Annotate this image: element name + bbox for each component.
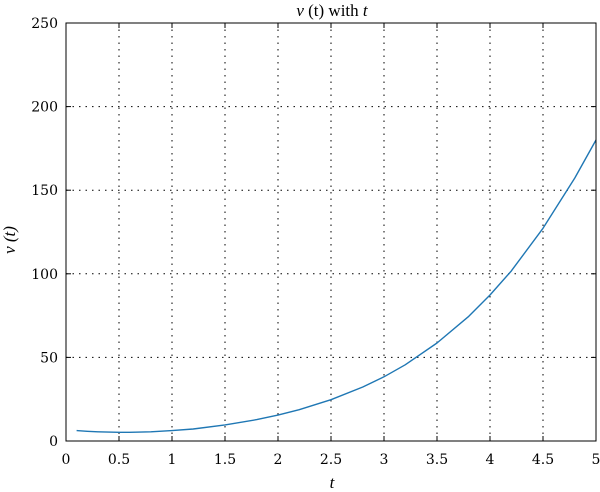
x-tick-label: 3 <box>380 452 389 468</box>
x-axis-title: t <box>330 473 336 492</box>
chart-title-var: t <box>363 1 369 20</box>
x-tick-label: 0.5 <box>108 452 130 468</box>
x-tick-label: 5 <box>592 452 600 468</box>
tick-marks <box>65 22 597 442</box>
chart-title-symbol: ν <box>296 1 304 20</box>
x-tick-label: 4.5 <box>532 452 554 468</box>
y-tick-label: 50 <box>40 350 58 366</box>
series-line <box>76 139 597 433</box>
y-tick-label: 150 <box>31 183 58 199</box>
y-tick-labels: 0 50 100 150 200 250 <box>31 16 58 450</box>
x-tick-label: 3.5 <box>426 452 448 468</box>
x-tick-label: 1.5 <box>214 452 236 468</box>
y-axis-title: ν (t) <box>0 226 19 254</box>
x-tick-label: 0 <box>62 452 71 468</box>
y-tick-label: 100 <box>31 267 58 283</box>
grid-lines <box>66 23 596 441</box>
x-tick-labels: 0 0.5 1 1.5 2 2.5 3 3.5 4 4.5 5 <box>62 452 600 468</box>
chart-title: ν (t) with t <box>296 1 369 20</box>
x-tick-label: 2 <box>274 452 283 468</box>
y-tick-label: 200 <box>31 100 58 116</box>
x-tick-label: 2.5 <box>320 452 342 468</box>
chart-title-arg: (t) with <box>304 1 363 20</box>
x-tick-label: 1 <box>168 452 177 468</box>
x-tick-label: 4 <box>486 452 495 468</box>
y-tick-label: 250 <box>31 16 58 32</box>
y-tick-label: 0 <box>49 434 58 450</box>
series-layer <box>76 139 597 433</box>
